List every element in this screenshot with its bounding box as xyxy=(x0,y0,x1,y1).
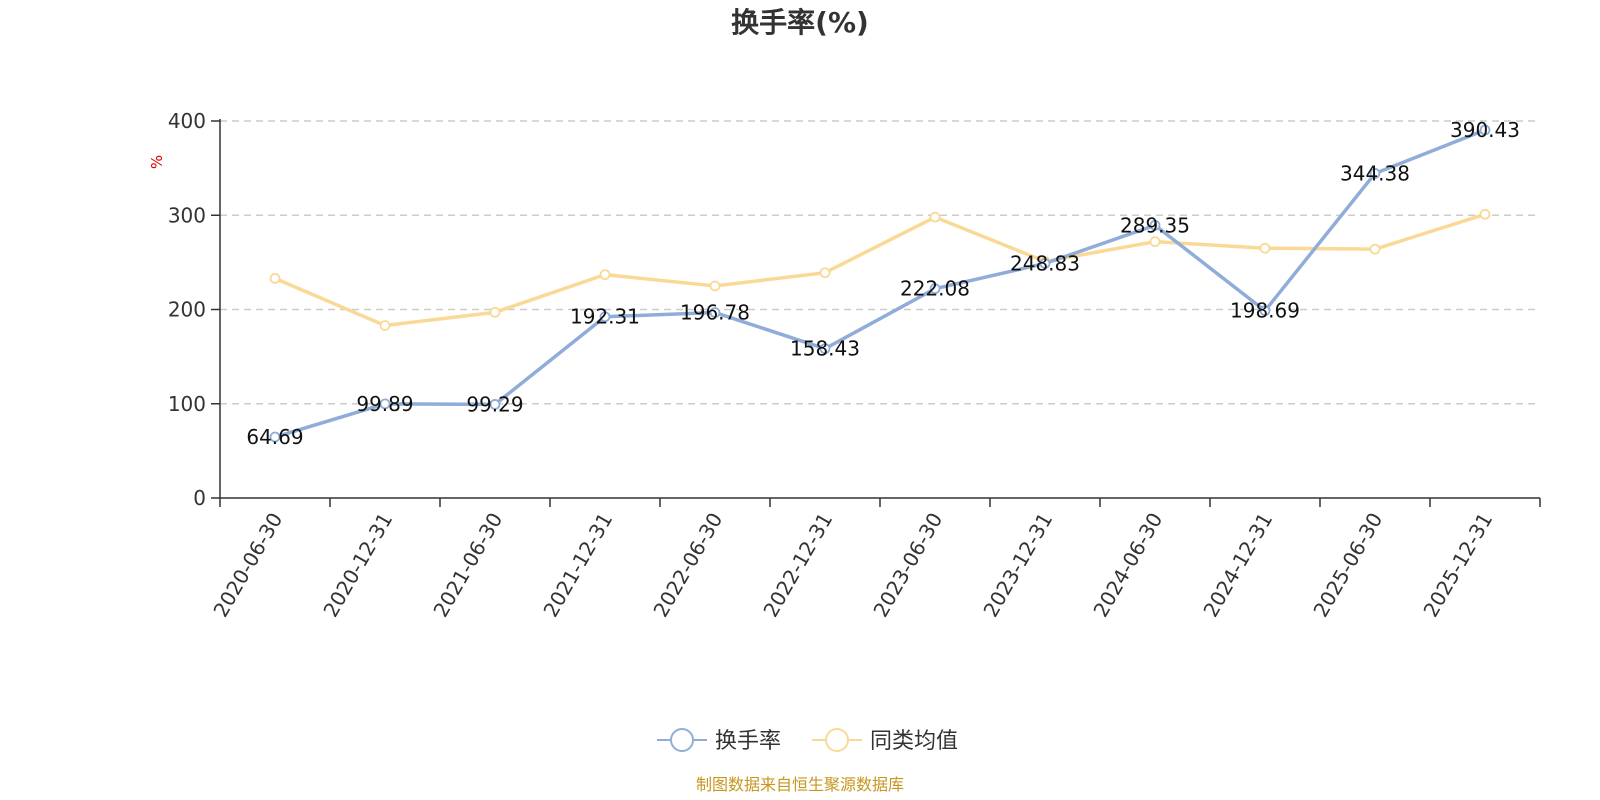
data-label: 289.35 xyxy=(1120,213,1190,237)
x-tick-label: 2021-06-30 xyxy=(428,509,507,622)
data-label: 344.38 xyxy=(1340,161,1410,185)
y-tick-label: 200 xyxy=(168,298,206,322)
data-labels: 64.69 99.89 99.29 192.31 196.78 158.43 222.08 2… xyxy=(246,118,1520,449)
legend-marker-icon xyxy=(825,728,849,752)
data-label: 64.69 xyxy=(246,425,303,449)
data-point xyxy=(599,311,611,323)
data-point xyxy=(1259,242,1271,254)
x-tick-label: 2025-12-31 xyxy=(1418,509,1497,622)
y-tick-label: 400 xyxy=(168,109,206,133)
data-point xyxy=(1149,236,1161,248)
series-line-0 xyxy=(273,128,1487,439)
data-point xyxy=(1369,243,1381,255)
data-point xyxy=(489,399,501,410)
data-label: 99.29 xyxy=(466,392,523,416)
y-axis-unit-label: % xyxy=(148,155,166,169)
data-point xyxy=(929,283,941,295)
y-tick-label: 100 xyxy=(168,392,206,416)
data-point xyxy=(1479,208,1491,220)
data-label: 248.83 xyxy=(1010,251,1080,275)
data-label: 390.43 xyxy=(1450,118,1520,142)
legend[interactable]: 换手率 同类均值 xyxy=(657,728,958,754)
x-tick-label: 2022-12-31 xyxy=(758,509,837,622)
legend-marker-icon xyxy=(670,728,694,752)
data-point xyxy=(929,211,941,223)
data-label: 99.89 xyxy=(356,392,413,416)
data-point xyxy=(1149,219,1161,231)
data-point xyxy=(1039,258,1051,269)
data-label: 158.43 xyxy=(790,337,860,361)
x-tick-label: 2020-06-30 xyxy=(208,509,287,622)
data-point xyxy=(489,306,501,318)
x-tick-label: 2024-06-30 xyxy=(1088,509,1167,622)
data-point xyxy=(709,307,721,318)
x-tick-label: 2024-12-31 xyxy=(1198,509,1277,622)
data-point xyxy=(379,398,391,410)
data-point xyxy=(1369,168,1381,179)
data-point xyxy=(269,272,281,284)
y-tick-label: 0 xyxy=(193,486,206,510)
x-tick-label: 2020-12-31 xyxy=(318,509,397,622)
x-tick-label: 2025-06-30 xyxy=(1308,509,1387,622)
legend-item-1[interactable]: 同类均值 xyxy=(812,728,958,754)
data-label: 198.69 xyxy=(1230,299,1300,323)
x-tick-label: 2021-12-31 xyxy=(538,509,617,622)
x-tick-label: 2023-12-31 xyxy=(978,509,1057,622)
data-point xyxy=(709,280,721,292)
x-tick-label: 2022-06-30 xyxy=(648,509,727,622)
data-point xyxy=(1479,124,1491,136)
series-lines xyxy=(269,124,1491,443)
data-label: 222.08 xyxy=(900,277,970,301)
data-point xyxy=(819,267,831,279)
legend-label: 同类均值 xyxy=(870,729,958,754)
x-tick-label: 2023-06-30 xyxy=(868,509,947,622)
y-tick-label: 300 xyxy=(168,203,206,227)
data-point xyxy=(599,269,611,281)
legend-item-0[interactable]: 换手率 xyxy=(657,728,781,754)
legend-label: 换手率 xyxy=(715,729,781,754)
axes: 0 100 200 300 400 2020-06-30 2020-12-31 2021-06… xyxy=(168,109,1541,622)
data-label: 192.31 xyxy=(570,305,640,329)
data-point xyxy=(379,320,391,331)
data-point xyxy=(819,343,831,355)
data-point xyxy=(269,431,281,443)
series-line-1 xyxy=(273,212,1487,328)
data-label: 196.78 xyxy=(680,301,750,325)
data-source-note: 制图数据来自恒生聚源数据库 xyxy=(696,775,904,794)
data-point xyxy=(1259,305,1271,317)
chart-title: 换手率(%) xyxy=(731,6,869,39)
